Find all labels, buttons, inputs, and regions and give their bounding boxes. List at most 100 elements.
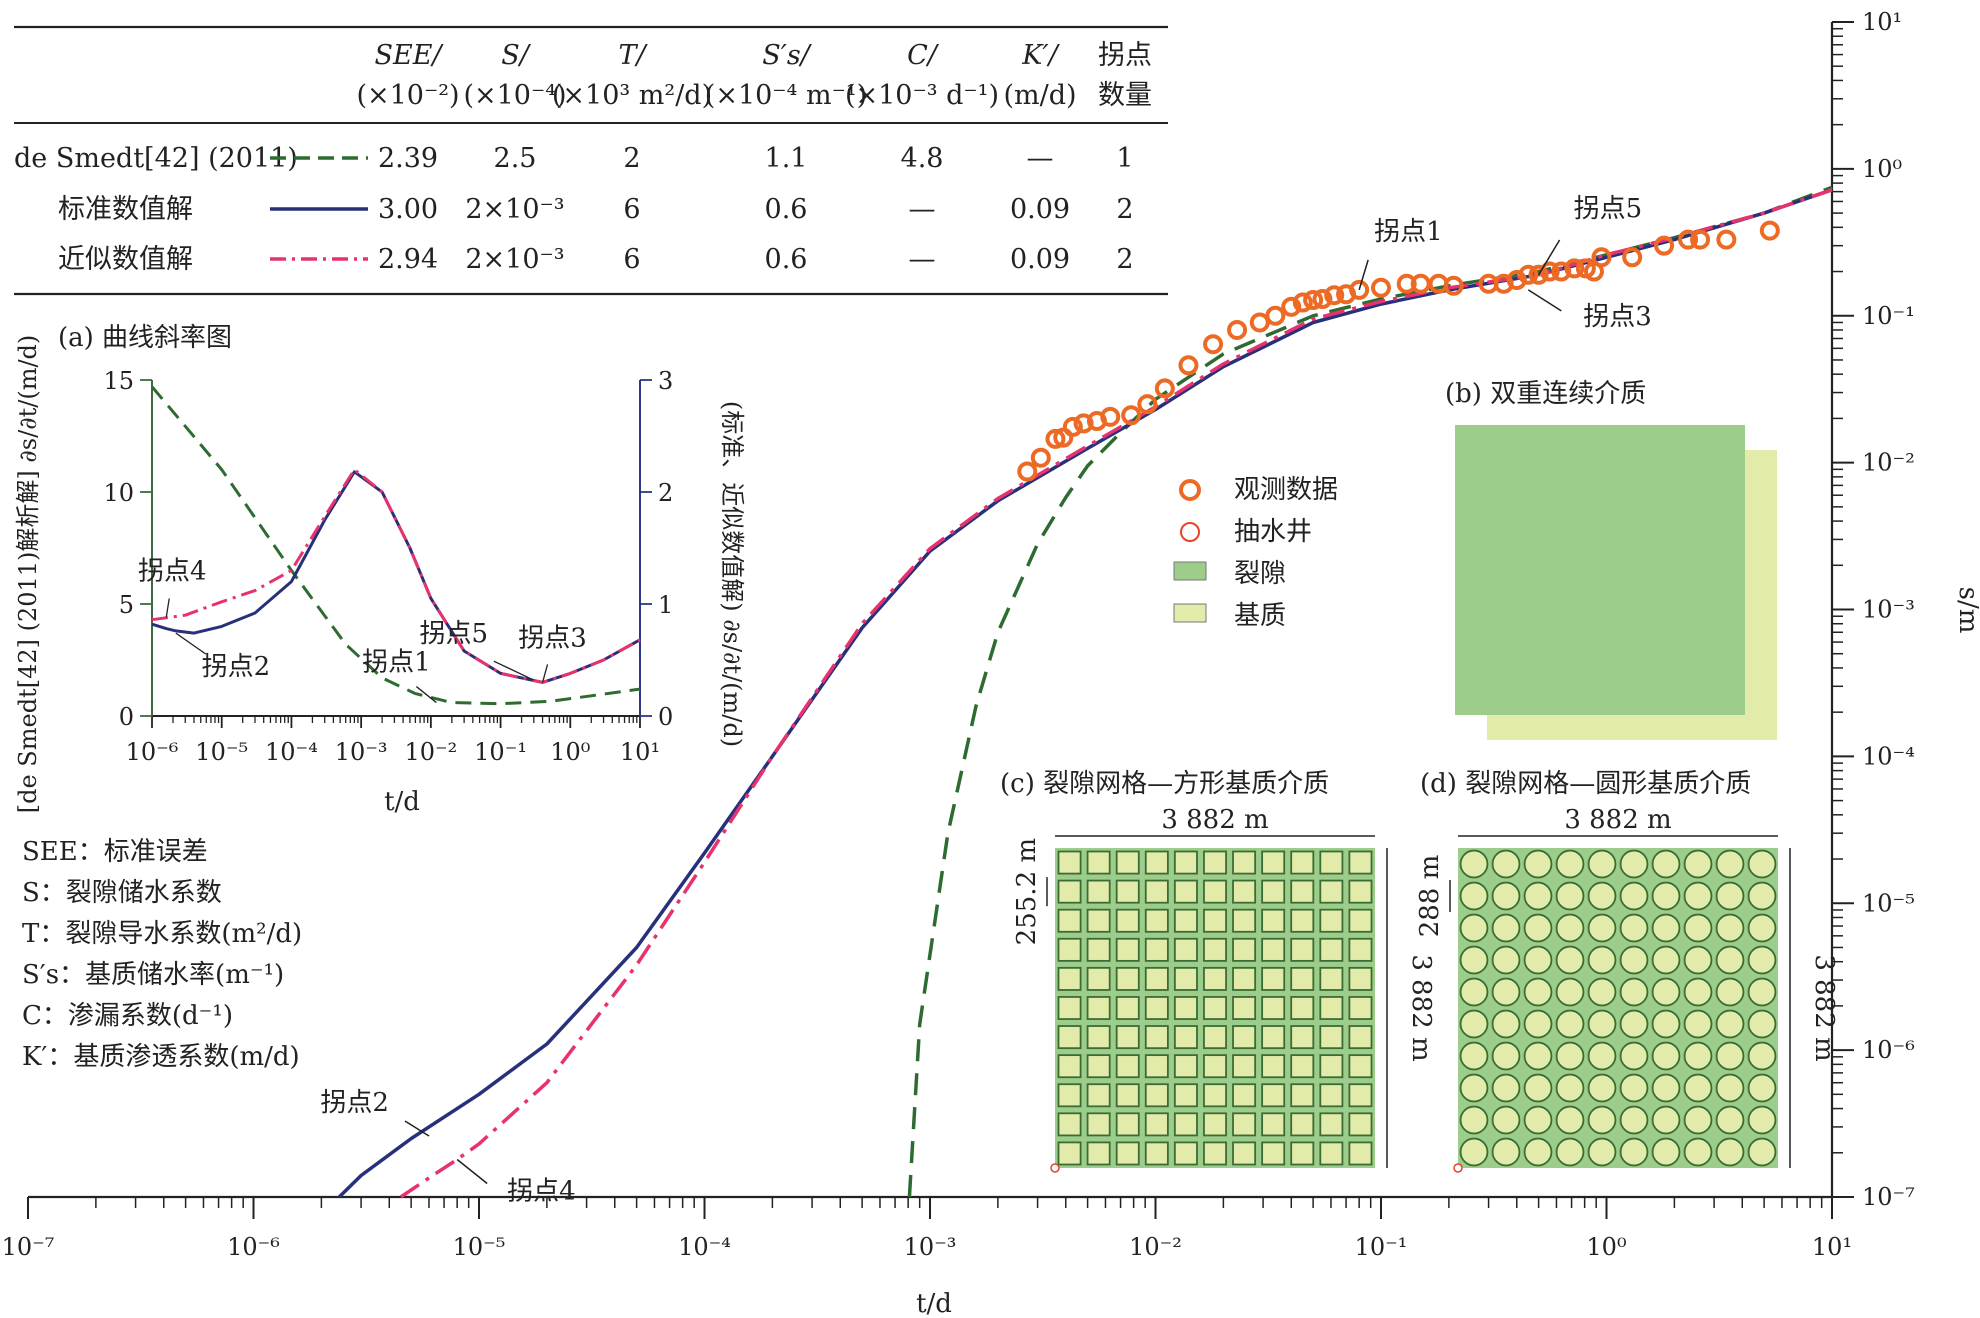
parameter-table: SEE/ (×10⁻²) S/ (×10⁻⁴) T/ (×10³ m²/d) S′s/ (×1… — [14, 25, 1168, 296]
circular-matrix-block — [1555, 913, 1585, 943]
circular-matrix-block — [1523, 977, 1553, 1007]
circular-matrix-block — [1587, 1009, 1617, 1039]
circular-matrix-block — [1747, 1009, 1777, 1039]
square-matrix-block — [1173, 937, 1198, 962]
table-cell: 2×10⁻³ — [465, 194, 564, 225]
square-matrix-block — [1057, 879, 1082, 904]
square-matrix-block — [1290, 937, 1315, 962]
table-header-line1: 拐点 — [1098, 40, 1152, 71]
square-matrix-block — [1203, 1025, 1227, 1050]
circular-matrix-block — [1523, 849, 1553, 879]
main-y-tick-label: 10⁰ — [1862, 155, 1902, 183]
square-matrix-block — [1203, 850, 1227, 875]
square-matrix-block — [1086, 908, 1111, 933]
square-matrix-block — [1057, 1141, 1082, 1166]
main-loglog-plot: 10⁻⁷ 10⁻⁷ 10⁻⁶ 10⁻⁶ 10⁻⁵ 10⁻⁵ 10⁻⁴ 10⁻⁴ 10⁻³ 10⁻³… — [2, 8, 1980, 1318]
observed-data-point — [1030, 447, 1051, 468]
square-matrix-block — [1290, 908, 1315, 933]
square-matrix-block — [1144, 1054, 1169, 1079]
circular-matrix-block — [1491, 1009, 1521, 1039]
inset-a-annotation-label: 拐点3 — [518, 623, 587, 653]
circular-matrix-block — [1651, 977, 1681, 1007]
circular-matrix-block — [1555, 945, 1585, 975]
circular-matrix-block — [1619, 1105, 1649, 1135]
inset-a-series-desmedt — [150, 385, 641, 706]
square-matrix-block — [1173, 879, 1198, 904]
square-matrix-block — [1144, 1083, 1169, 1108]
table-cell: 2.39 — [378, 143, 438, 174]
square-matrix-block — [1057, 850, 1082, 875]
table-header-line2: 数量 — [1098, 80, 1152, 111]
square-matrix-block — [1203, 1083, 1227, 1108]
circular-matrix-block — [1683, 1105, 1713, 1135]
table-row-name: de Smedt[42] (2011) — [14, 143, 298, 174]
observed-data-point — [1292, 292, 1313, 313]
table-cell: 2 — [623, 143, 640, 174]
main-x-tick-label: 10⁻² — [1129, 1233, 1182, 1261]
circular-matrix-block — [1491, 913, 1521, 943]
square-matrix-block — [1173, 1083, 1198, 1108]
square-matrix-block — [1115, 966, 1140, 991]
square-matrix-block — [1086, 1141, 1111, 1166]
circular-matrix-block — [1587, 1073, 1617, 1103]
square-matrix-block — [1203, 1112, 1227, 1137]
circular-matrix-block — [1491, 1073, 1521, 1103]
table-cell: 1 — [1116, 143, 1133, 174]
circular-matrix-block — [1715, 849, 1745, 879]
observed-data-point — [1349, 279, 1370, 300]
square-matrix-block — [1057, 966, 1082, 991]
square-matrix-block — [1173, 996, 1198, 1020]
glossary-line: SEE：标准误差 — [22, 837, 208, 867]
table-cell: 6 — [623, 244, 640, 275]
main-annotation-label: 拐点5 — [1574, 194, 1643, 224]
square-matrix-block — [1319, 1141, 1344, 1166]
table-cell: 2.94 — [378, 244, 438, 275]
main-x-tick-label: 10⁻⁴ — [678, 1233, 731, 1261]
circular-matrix-block — [1747, 945, 1777, 975]
legend-well-marker — [1180, 522, 1200, 542]
circular-matrix-block — [1459, 881, 1489, 911]
square-matrix-block — [1290, 1141, 1315, 1166]
circular-matrix-block — [1651, 1137, 1681, 1167]
square-matrix-block — [1290, 1054, 1315, 1079]
square-matrix-block — [1057, 1025, 1082, 1050]
square-matrix-block — [1261, 1083, 1286, 1108]
square-matrix-block — [1115, 1025, 1140, 1050]
square-matrix-block — [1319, 1083, 1344, 1108]
square-matrix-block — [1057, 908, 1082, 933]
square-matrix-block — [1232, 1141, 1257, 1166]
circular-matrix-block — [1683, 977, 1713, 1007]
square-matrix-block — [1348, 1141, 1373, 1166]
circular-matrix-block — [1555, 849, 1585, 879]
inset-a-annotation-label: 拐点1 — [362, 648, 431, 678]
circular-matrix-block — [1459, 849, 1489, 879]
observed-data-point — [1121, 405, 1142, 426]
square-matrix-block — [1115, 1083, 1140, 1108]
annotation-leader — [1527, 289, 1562, 312]
inset-a-annotation-label: 拐点2 — [202, 652, 271, 682]
table-cell: — — [1027, 143, 1054, 174]
observed-data-point — [1324, 285, 1345, 306]
square-matrix-block — [1173, 966, 1198, 991]
observed-data-point — [1154, 378, 1175, 399]
observed-data-point — [1265, 305, 1286, 326]
square-matrix-block — [1232, 908, 1257, 933]
square-matrix-block — [1115, 908, 1140, 933]
circular-matrix-block — [1555, 1041, 1585, 1071]
square-matrix-block — [1232, 1025, 1257, 1050]
table-cell: 0.6 — [765, 194, 808, 225]
main-y-tick-label: 10⁻³ — [1862, 596, 1915, 624]
observed-data-point — [1539, 261, 1560, 282]
square-matrix-block — [1319, 850, 1344, 875]
circular-matrix-block — [1619, 849, 1649, 879]
square-matrix-block — [1144, 1025, 1169, 1050]
circular-matrix-block — [1555, 881, 1585, 911]
table-cell: 2.5 — [494, 143, 537, 174]
circular-matrix-block — [1459, 1137, 1489, 1167]
pumping-well-marker — [1050, 1163, 1060, 1173]
circular-matrix-block — [1587, 1105, 1617, 1135]
pumping-well-marker — [1453, 1163, 1463, 1173]
circular-matrix-block — [1459, 1073, 1489, 1103]
inset-a-x-tick-label: 10⁰ — [550, 738, 590, 766]
square-matrix-block — [1261, 850, 1286, 875]
